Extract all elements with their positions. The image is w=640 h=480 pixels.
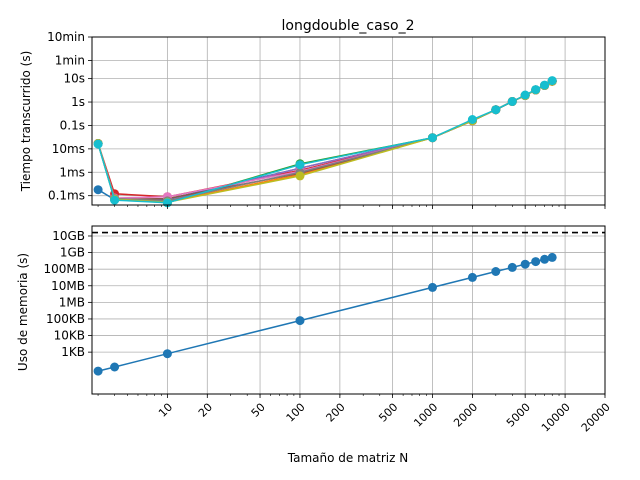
y-tick-label: 0.1s [60,118,85,132]
time-data-point [295,171,305,181]
y-tick-label: 1MB [59,295,85,309]
y-tick-label: 10MB [51,279,85,293]
y-tick-label: 0.1ms [48,189,85,203]
memory-data-point [162,349,172,359]
memory-grid [92,226,606,394]
time-axes-frame [91,36,606,206]
time-data-point [428,133,437,143]
y-tick-label: 10ms [52,142,85,156]
y-tick-label: 1s [71,95,85,109]
time-data-point [467,115,477,124]
y-tick-label: 100KB [46,312,85,326]
y-tick-label: 10KB [54,329,85,343]
time-series-layer [93,76,557,208]
memory-data-point [295,316,305,326]
y-tick-label: 10s [63,72,85,86]
chart-title: longdouble_caso_2 [282,18,415,34]
time-data-point [520,90,530,100]
memory-data-point [520,259,530,269]
memory-y-axis-label: Uso de memoria (s) [16,253,30,371]
memory-data-point [467,272,477,282]
y-tick-label: 10GB [52,229,85,243]
time-panel: 0.1ms 1ms 10ms 0.1s 1s 10s 1min 10min longdoubl… [19,18,606,209]
memory-series-layer [93,252,557,376]
y-tick-label: 1ms [59,165,85,179]
memory-y-ticks: 1KB 10KB 100KB 1MB 10MB 100MB 1GB 10GB [44,229,92,359]
memory-data-point [507,262,517,272]
time-data-point [491,105,501,115]
time-data-point [110,195,120,205]
time-y-ticks: 0.1ms 1ms 10ms 0.1s 1s 10s 1min 10min [47,30,92,203]
y-tick-label: 1GB [60,246,85,260]
memory-data-point [428,282,437,292]
time-data-point [540,80,550,90]
memory-data-point [531,257,541,267]
y-tick-label: 1KB [61,345,85,359]
time-data-point [547,76,557,86]
memory-data-point [491,267,501,276]
time-data-point [295,160,305,170]
time-data-point [93,139,103,149]
time-data-point [93,185,103,195]
memory-data-point [540,254,550,264]
time-y-axis-label: Tiempo transcurrido (s) [19,51,33,193]
time-data-point [507,97,517,106]
x-axis-label: Tamaño de matriz N [287,451,408,465]
time-data-point [531,85,541,95]
memory-data-point [93,366,103,376]
y-tick-label: 1min [55,53,85,67]
memory-data-point [547,252,557,262]
memory-axes-frame [91,225,606,395]
y-tick-label: 10min [47,30,85,44]
memory-data-point [110,362,120,372]
y-tick-label: 100MB [44,262,86,276]
